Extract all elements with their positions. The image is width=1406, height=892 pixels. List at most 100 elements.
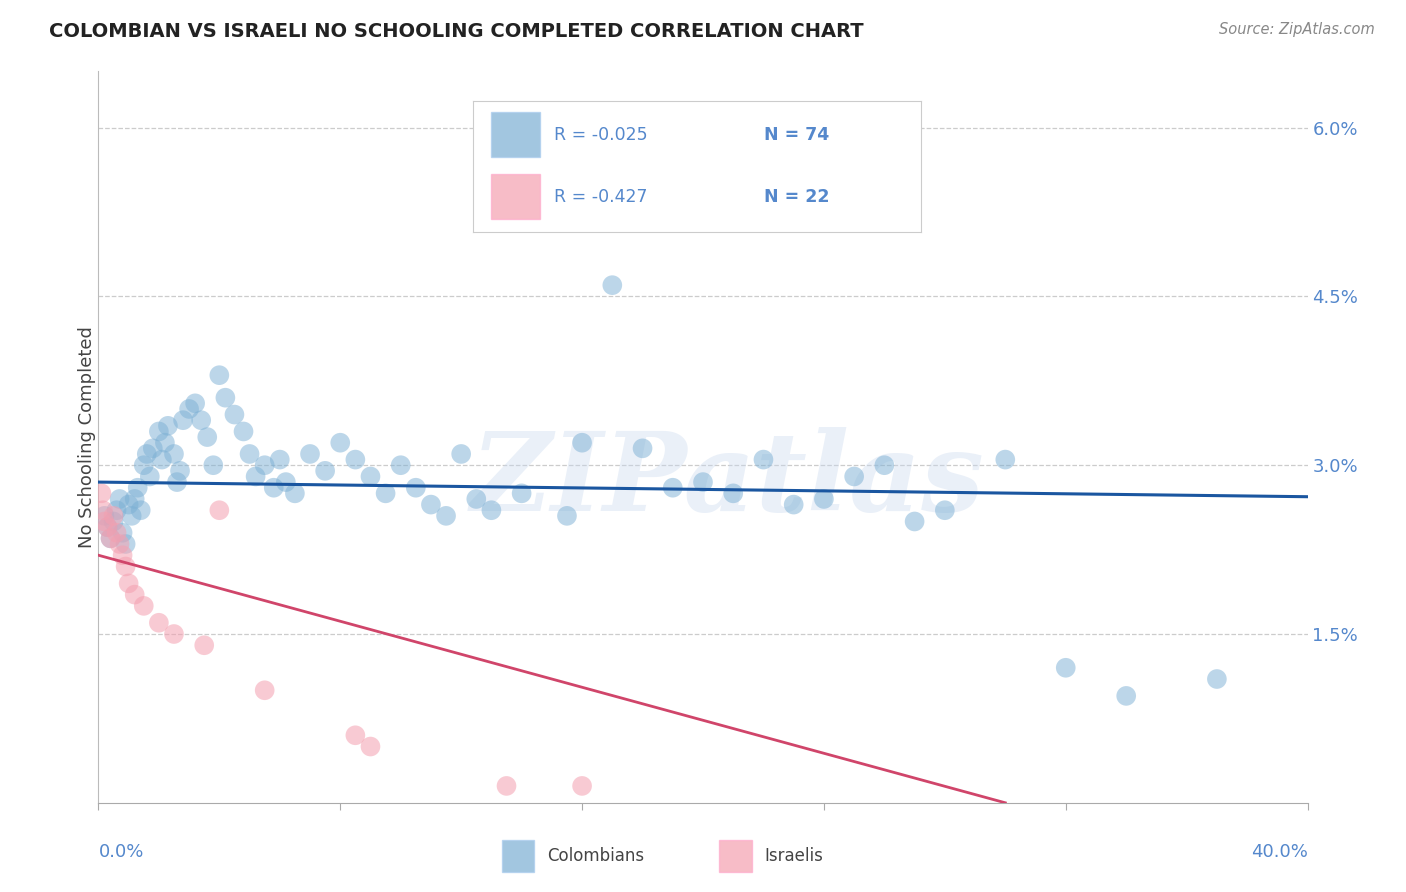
Point — [124, 491, 146, 506]
Point — [96, 520, 118, 534]
Point — [360, 739, 382, 754]
Point — [239, 447, 262, 461]
Point — [156, 418, 179, 433]
Point — [108, 491, 131, 506]
Point — [142, 442, 165, 456]
Point — [299, 447, 322, 461]
Point — [103, 515, 125, 529]
Point — [129, 503, 152, 517]
Point — [540, 199, 562, 213]
Point — [127, 481, 149, 495]
Point — [873, 458, 896, 473]
Point — [96, 520, 118, 534]
Point — [813, 491, 835, 506]
Text: COLOMBIAN VS ISRAELI NO SCHOOLING COMPLETED CORRELATION CHART: COLOMBIAN VS ISRAELI NO SCHOOLING COMPLE… — [49, 22, 863, 41]
Point — [844, 469, 866, 483]
Point — [166, 475, 188, 489]
Y-axis label: No Schooling Completed: No Schooling Completed — [79, 326, 96, 548]
Point — [783, 498, 806, 512]
Text: Source: ZipAtlas.com: Source: ZipAtlas.com — [1219, 22, 1375, 37]
Point — [163, 627, 186, 641]
Point — [214, 391, 236, 405]
Point — [314, 464, 336, 478]
Point — [172, 413, 194, 427]
Point — [111, 525, 134, 540]
Point — [389, 458, 412, 473]
Point — [1206, 672, 1229, 686]
Point — [661, 481, 683, 495]
Point — [195, 430, 218, 444]
Point — [121, 508, 143, 523]
Point — [934, 503, 956, 517]
Point — [274, 475, 297, 489]
Point — [184, 396, 207, 410]
Point — [148, 615, 170, 630]
Point — [93, 508, 115, 523]
Point — [100, 532, 122, 546]
Point — [202, 458, 225, 473]
Point — [994, 452, 1017, 467]
Point — [495, 779, 517, 793]
Point — [253, 458, 276, 473]
Text: 0.0%: 0.0% — [98, 843, 143, 861]
Point — [135, 447, 157, 461]
Point — [190, 413, 212, 427]
Point — [571, 435, 593, 450]
Point — [329, 435, 352, 450]
Text: ZIPatlas: ZIPatlas — [470, 427, 984, 534]
Point — [193, 638, 215, 652]
Point — [93, 515, 115, 529]
Point — [360, 469, 382, 483]
Point — [420, 498, 443, 512]
Point — [723, 486, 745, 500]
Text: 40.0%: 40.0% — [1251, 843, 1308, 861]
Point — [253, 683, 276, 698]
Point — [148, 425, 170, 439]
Point — [132, 599, 155, 613]
Point — [100, 532, 122, 546]
Point — [232, 425, 254, 439]
Point — [284, 486, 307, 500]
Point — [224, 408, 246, 422]
Point — [91, 503, 114, 517]
Point — [245, 469, 267, 483]
Point — [132, 458, 155, 473]
Point — [692, 475, 714, 489]
Point — [208, 503, 231, 517]
Point — [103, 508, 125, 523]
Point — [139, 469, 162, 483]
Point — [631, 442, 654, 456]
Point — [344, 452, 367, 467]
Point — [1115, 689, 1137, 703]
Point — [163, 447, 186, 461]
Point — [510, 486, 533, 500]
Point — [105, 503, 128, 517]
Point — [105, 525, 128, 540]
Point — [374, 486, 396, 500]
Point — [114, 559, 136, 574]
Point — [150, 452, 173, 467]
Point — [153, 435, 176, 450]
Point — [481, 503, 503, 517]
Point — [179, 401, 201, 416]
Point — [450, 447, 472, 461]
Point — [118, 576, 141, 591]
Point — [344, 728, 367, 742]
Point — [108, 537, 131, 551]
Point — [602, 278, 624, 293]
Point — [555, 508, 578, 523]
Point — [465, 491, 488, 506]
Point — [118, 498, 141, 512]
Point — [904, 515, 927, 529]
Point — [269, 452, 291, 467]
Point — [90, 486, 112, 500]
Point — [1054, 661, 1077, 675]
Point — [434, 508, 457, 523]
Point — [752, 452, 775, 467]
Point — [114, 537, 136, 551]
Point — [571, 779, 593, 793]
Point — [405, 481, 427, 495]
Point — [169, 464, 191, 478]
Point — [111, 548, 134, 562]
Point — [263, 481, 285, 495]
